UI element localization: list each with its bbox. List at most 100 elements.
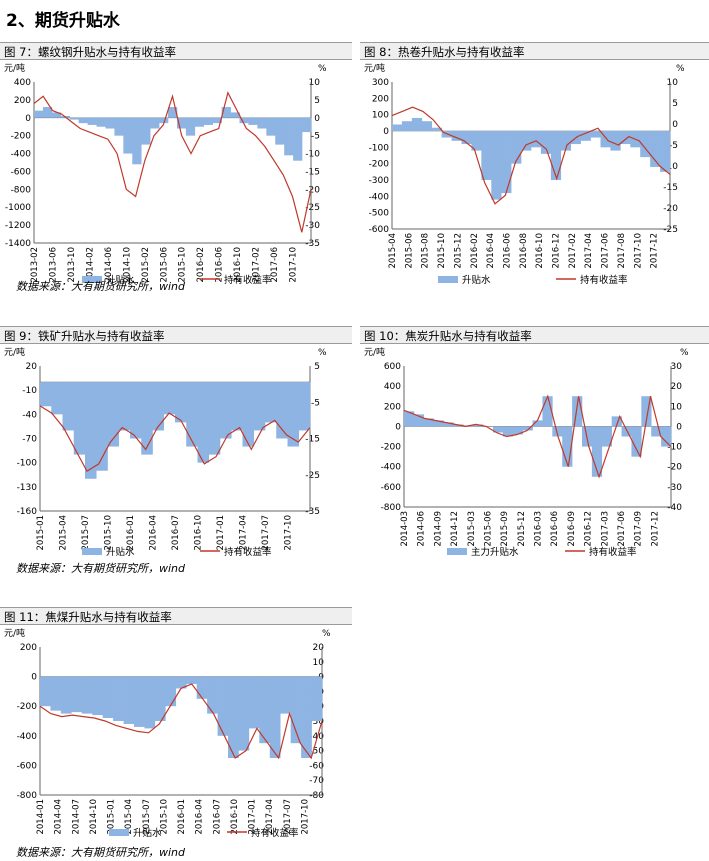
basis-bar <box>50 676 62 711</box>
x-tick-label: 2017-10 <box>633 233 643 269</box>
right-tick-label: 20 <box>671 382 683 392</box>
x-tick-label: 2015-01 <box>36 515 46 551</box>
left-tick-label: -400 <box>369 192 390 202</box>
basis-bar <box>40 676 51 707</box>
basis-bar <box>421 121 433 131</box>
x-tick-label: 2014-12 <box>450 511 460 547</box>
right-tick-label: -25 <box>305 203 320 213</box>
basis-bar <box>150 117 160 129</box>
left-tick-label: 300 <box>372 78 389 88</box>
x-tick-label: 2016-06 <box>215 247 225 283</box>
legend-bar-swatch <box>82 276 102 283</box>
left-tick-label: -800 <box>11 185 32 195</box>
basis-bar <box>301 676 312 758</box>
left-tick-label: -400 <box>17 732 38 742</box>
basis-bar <box>531 131 542 148</box>
x-tick-label: 2016-04 <box>195 799 205 835</box>
x-tick-label: 2016-10 <box>233 247 243 283</box>
basis-bar <box>611 416 622 427</box>
basis-bar <box>107 382 120 447</box>
x-tick-label: 2013-10 <box>67 247 77 283</box>
x-tick-label: 2014-10 <box>89 799 99 835</box>
left-tick-label: -600 <box>369 225 390 235</box>
x-tick-label: 2015-06 <box>404 233 414 269</box>
x-tick-label: 2017-07 <box>283 799 293 835</box>
left-tick-label: -400 <box>381 463 402 473</box>
basis-bar <box>521 131 532 151</box>
x-tick-label: 2017-07 <box>261 515 271 551</box>
x-tick-label: 2017-03 <box>600 511 610 547</box>
basis-bar <box>102 676 114 719</box>
basis-bar <box>69 117 79 120</box>
basis-bar <box>284 117 294 156</box>
basis-bar <box>96 117 106 127</box>
left-tick-label: 100 <box>372 111 389 121</box>
basis-bar <box>221 107 231 118</box>
left-tick-label: -70 <box>22 435 37 445</box>
basis-bar <box>601 426 612 447</box>
x-tick-label: 2017-10 <box>284 515 294 551</box>
left-tick-label: 400 <box>14 78 31 88</box>
left-tick-label: 200 <box>14 96 31 106</box>
left-tick-label: 400 <box>384 382 401 392</box>
basis-bar <box>651 426 662 437</box>
basis-bar <box>661 426 672 447</box>
cokingcoal-chart: 元/吨%2000-200-400-600-80020100-10-20-30-4… <box>4 627 331 839</box>
right-tick-label: -25 <box>663 225 678 235</box>
basis-bar <box>242 382 255 447</box>
chart-title: 图 8：热卷升贴水与持有收益率 <box>360 42 709 60</box>
basis-bar <box>73 382 86 455</box>
basis-bar <box>60 676 72 714</box>
basis-bar <box>165 676 177 707</box>
x-tick-label: 2017-06 <box>601 233 611 269</box>
right-tick-label: -30 <box>667 483 682 493</box>
basis-bar <box>194 117 205 127</box>
right-tick-label: 10 <box>313 658 325 668</box>
x-tick-label: 2015-10 <box>104 515 114 551</box>
right-tick-label: -25 <box>305 471 320 481</box>
left-tick-label: -40 <box>22 410 37 420</box>
basis-bar <box>203 117 214 125</box>
x-tick-label: 2016-08 <box>519 233 529 269</box>
x-tick-label: 2017-12 <box>650 233 660 269</box>
right-tick-label: 20 <box>313 643 325 653</box>
right-tick-label: -80 <box>309 791 324 801</box>
right-tick-label: 30 <box>671 362 683 372</box>
left-tick-label: -200 <box>381 443 402 453</box>
basis-bar <box>275 117 285 145</box>
right-tick-label: -35 <box>305 239 320 249</box>
chart-panel-rebar: 图 7：螺纹钢升贴水与持有收益率 元/吨% 400 200 0 -200 -400 -600… <box>0 42 352 296</box>
basis-bar <box>401 121 413 131</box>
legend-line-label: 持有收益率 <box>580 274 628 286</box>
basis-bar <box>591 426 603 477</box>
x-tick-label: 2017-06 <box>270 247 280 283</box>
chart-title: 图 9：铁矿升贴水与持有收益率 <box>0 326 352 344</box>
x-tick-label: 2017-12 <box>650 511 660 547</box>
basis-bar <box>501 131 512 194</box>
basis-bar <box>392 124 403 131</box>
x-tick-label: 2016-10 <box>230 799 240 835</box>
x-tick-label: 2016-04 <box>486 233 496 269</box>
basis-bar <box>186 382 198 447</box>
x-tick-label: 2015-07 <box>81 515 91 551</box>
legend-bar-label: 主力升贴水 <box>471 546 519 558</box>
basis-bar <box>196 676 208 699</box>
basis-bar <box>87 117 97 125</box>
holding-yield-line <box>39 683 323 760</box>
right-tick-label: -15 <box>305 435 320 445</box>
basis-bar <box>451 131 462 141</box>
right-tick-label: 10 <box>309 78 321 88</box>
x-tick-label: 2013-02 <box>30 247 40 283</box>
holding-yield-line <box>403 394 672 479</box>
right-unit-label: % <box>322 629 331 639</box>
basis-bar <box>631 426 642 457</box>
x-tick-label: 2016-10 <box>535 233 545 269</box>
x-tick-label: 2016-12 <box>584 511 594 547</box>
basis-bar <box>42 107 53 118</box>
basis-bar <box>443 422 454 427</box>
basis-bar <box>542 396 553 427</box>
holding-yield-line <box>39 405 311 472</box>
left-tick-label: -800 <box>381 503 402 513</box>
left-unit-label: 元/吨 <box>4 346 25 358</box>
x-tick-label: 2013-06 <box>48 247 58 283</box>
